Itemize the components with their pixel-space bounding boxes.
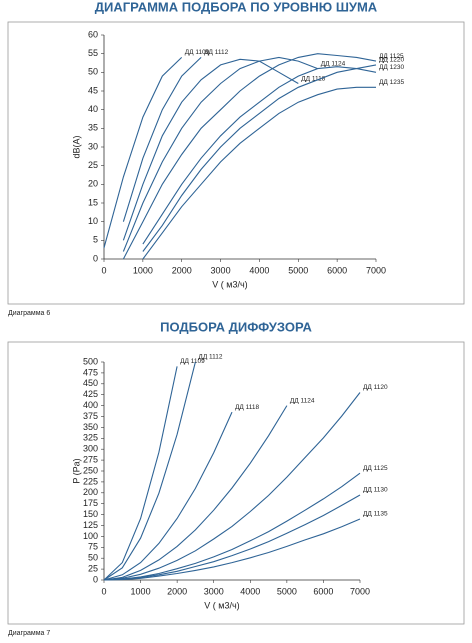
y-tick-label: 45 [88,85,98,95]
y-axis-label: P (Pa) [71,458,81,483]
series-label: ДД 1118 [301,75,325,82]
y-tick-label: 350 [83,422,98,432]
series-line [103,392,361,581]
x-tick-label: 5000 [288,265,308,275]
series-label: ДД 1130 [363,487,388,494]
y-tick-label: 25 [88,563,98,573]
series-label: ДД 1112 [204,49,228,56]
series-label: ДД 1135 [363,511,388,518]
y-tick-label: 35 [88,123,98,133]
y-tick-label: 0 [93,574,98,584]
x-tick-label: 7000 [350,586,370,596]
y-tick-label: 100 [83,531,98,541]
y-tick-label: 10 [88,216,98,226]
x-tick-label: 6000 [327,265,347,275]
x-tick-label: 0 [101,586,106,596]
series-label: ДД 1109 [180,358,205,365]
y-tick-label: 375 [83,411,98,421]
y-tick-label: 30 [88,141,98,151]
series-label: ДД 1112 [198,354,222,361]
y-tick-label: 0 [93,253,98,263]
y-tick-label: 275 [83,454,98,464]
x-tick-label: 1000 [133,265,153,275]
frame [7,341,465,625]
caption: Диаграмма 7 [8,630,50,637]
y-tick-label: 475 [83,367,98,377]
y-tick-label: 300 [83,444,98,454]
series-line [103,411,233,581]
x-tick-label: 0 [101,265,106,275]
x-tick-label: 6000 [313,586,333,596]
series-label: ДД 1230 [379,64,404,71]
caption: Диаграмма 6 [8,310,50,317]
y-tick-label: 55 [88,48,98,58]
series-line [142,64,377,252]
series-label: ДД 1125 [363,465,388,472]
chart-title: ПОДБОРА ДИФФУЗОРА [160,319,312,334]
series-line [122,56,318,252]
y-tick-label: 175 [83,498,98,508]
series-line [122,57,202,222]
y-tick-label: 125 [83,520,98,530]
series-label: ДД 1235 [379,79,404,86]
series-label: ДД 1125 [379,53,404,60]
x-tick-label: 5000 [277,586,297,596]
series-line [103,405,288,581]
series-label: ДД 1124 [321,60,346,67]
series-label: ДД 1118 [235,404,259,411]
series-line [103,518,361,581]
y-tick-label: 15 [88,197,98,207]
y-tick-label: 25 [88,160,98,170]
y-tick-label: 400 [83,400,98,410]
frame [7,21,465,305]
y-tick-label: 450 [83,378,98,388]
series-line [122,58,299,241]
x-tick-label: 1000 [131,586,151,596]
chart-title: ДИАГРАММА ПОДБОРА ПО УРОВНЮ ШУМА [95,0,378,14]
series-line [103,472,361,581]
x-tick-label: 3000 [204,586,224,596]
y-tick-label: 225 [83,476,98,486]
y-tick-label: 60 [88,29,98,39]
series-line [122,53,377,260]
y-tick-label: 5 [93,235,98,245]
x-tick-label: 4000 [240,586,260,596]
series-line [142,86,376,260]
series-label: ДД 1109 [185,49,210,56]
y-tick-label: 325 [83,433,98,443]
series-label: ДД 1220 [379,57,404,64]
series-label: ДД 1124 [290,397,315,404]
series-line [103,366,178,581]
y-tick-label: 150 [83,509,98,519]
x-tick-label: 3000 [211,265,231,275]
y-tick-label: 425 [83,389,98,399]
x-tick-label: 2000 [172,265,192,275]
x-axis-label: V ( м3/ч) [204,600,239,610]
x-tick-label: 4000 [249,265,269,275]
x-tick-label: 2000 [167,586,187,596]
x-tick-label: 7000 [366,265,386,275]
y-tick-label: 50 [88,67,98,77]
series-line [103,494,361,581]
y-tick-label: 75 [88,542,98,552]
x-axis-label: V ( м3/ч) [212,279,247,289]
series-line [103,57,183,248]
y-tick-label: 500 [83,356,98,366]
y-axis-label: dB(A) [71,135,81,158]
y-tick-label: 40 [88,104,98,114]
series-label: ДД 1120 [363,384,388,391]
y-tick-label: 200 [83,487,98,497]
y-tick-label: 50 [88,553,98,563]
y-tick-label: 20 [88,179,98,189]
series-line [103,361,196,581]
series-line [142,66,377,245]
y-tick-label: 250 [83,465,98,475]
